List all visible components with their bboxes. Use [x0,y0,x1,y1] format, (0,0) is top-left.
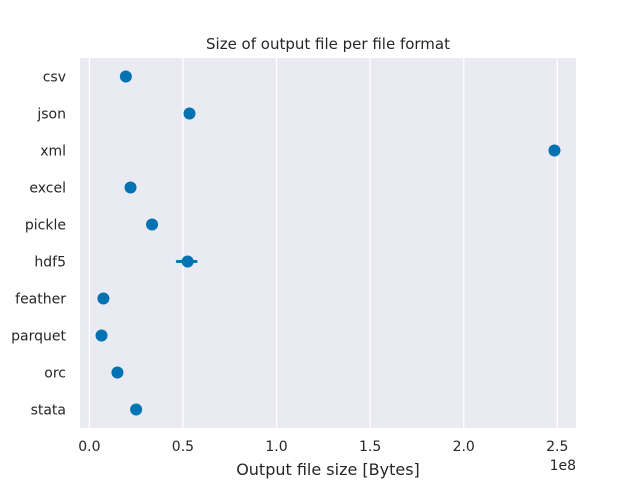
data-point [130,403,143,416]
x-axis-offset-label: 1e8 [550,458,576,474]
y-tick-label: csv [43,70,66,86]
data-point [111,366,124,379]
data-point [124,181,137,194]
data-point [181,255,194,268]
y-tick-label: stata [31,403,66,419]
data-point [146,218,159,231]
chart-title: Size of output file per file format [206,35,450,53]
data-point [95,329,108,342]
y-tick-label: feather [15,292,66,308]
x-tick-label: 1.0 [265,439,287,455]
x-tick-label: 1.5 [359,439,381,455]
x-tick-label: 2.0 [453,439,475,455]
data-point [548,144,561,157]
y-tick-labels: csv json xml excel pickle hdf5 feather parquet o… [11,70,66,419]
data-point [97,292,110,305]
y-tick-label: excel [29,181,66,197]
x-tick-label: 0.5 [172,439,194,455]
x-tick-label: 2.5 [546,439,568,455]
data-points [95,70,561,416]
data-point [183,107,196,120]
y-tick-label: xml [40,144,66,160]
y-tick-label: json [36,107,66,123]
y-tick-label: parquet [11,329,66,345]
y-tick-label: hdf5 [34,255,66,271]
x-tick-label: 0.0 [78,439,100,455]
y-tick-label: pickle [25,218,66,234]
data-point [119,70,132,83]
y-tick-label: orc [44,366,66,382]
plot-background [80,58,576,428]
x-axis-label: Output file size [Bytes] [236,460,420,479]
x-tick-labels: 0.0 0.5 1.0 1.5 2.0 2.5 [78,439,568,455]
gridlines [88,58,558,428]
